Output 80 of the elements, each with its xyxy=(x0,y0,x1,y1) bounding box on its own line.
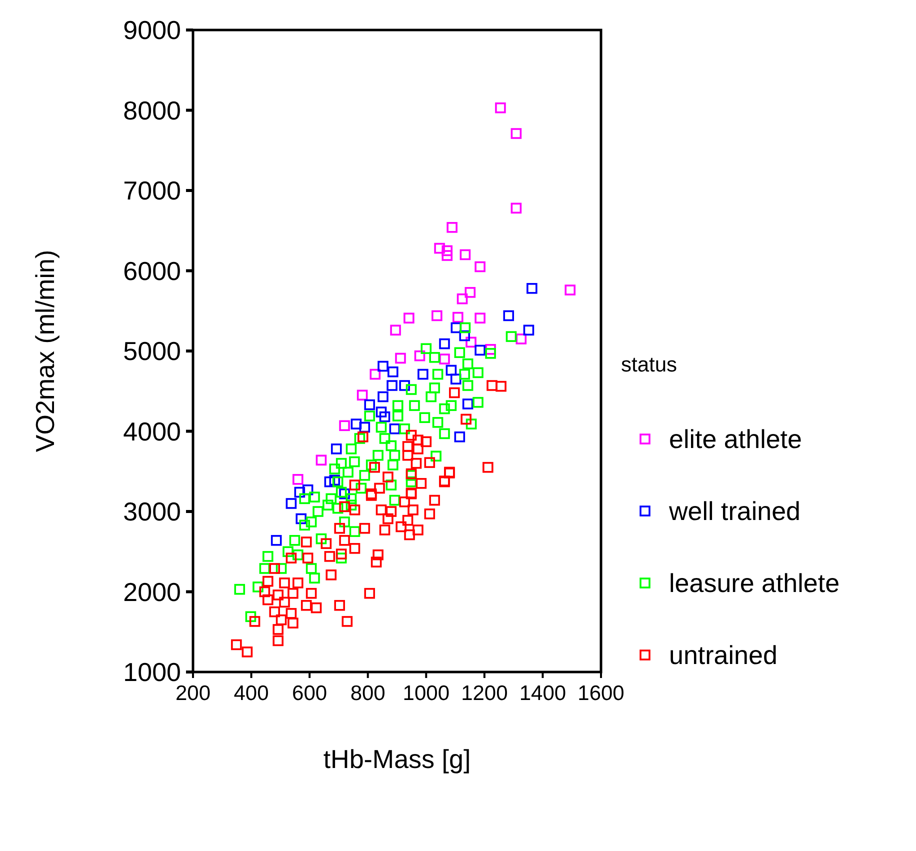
y-tick-label: 9000 xyxy=(123,15,181,45)
point xyxy=(379,411,390,422)
point xyxy=(510,128,522,139)
point xyxy=(356,390,368,401)
y-axis-title: VO2max (ml/min) xyxy=(30,250,60,452)
point xyxy=(439,338,450,350)
point xyxy=(442,250,453,261)
y-tick-label: 3000 xyxy=(123,496,181,526)
point xyxy=(474,344,486,356)
legend-label: elite athlete xyxy=(669,424,802,454)
x-tick-label: 200 xyxy=(175,682,211,705)
legend-title: status xyxy=(621,354,678,376)
y-tick-label: 8000 xyxy=(123,95,181,126)
point xyxy=(286,498,297,509)
legend-label: untrained xyxy=(669,640,778,670)
point xyxy=(464,287,476,298)
point xyxy=(516,334,527,344)
point xyxy=(378,391,388,402)
point xyxy=(418,368,428,380)
point xyxy=(292,474,304,485)
point xyxy=(270,534,282,546)
point xyxy=(376,406,387,418)
point xyxy=(446,364,457,376)
point xyxy=(503,310,514,322)
point xyxy=(442,245,453,256)
point xyxy=(466,336,476,348)
x-tick-label: 1200 xyxy=(461,682,508,705)
point xyxy=(564,284,576,296)
point xyxy=(350,418,362,430)
point xyxy=(526,283,538,294)
point xyxy=(339,420,350,432)
y-tick-label: 2000 xyxy=(123,576,181,607)
point xyxy=(474,261,486,272)
point xyxy=(414,350,426,362)
x-axis-title: tHb-Mass [g] xyxy=(323,744,471,774)
point xyxy=(439,354,450,364)
point xyxy=(404,312,414,324)
x-tick-label: 1600 xyxy=(578,682,624,705)
point xyxy=(399,380,410,391)
legend-label: leasure athlete xyxy=(669,568,840,598)
point xyxy=(523,324,534,336)
point xyxy=(389,423,400,434)
point xyxy=(390,324,401,336)
y-tick-label: 5000 xyxy=(123,336,181,366)
x-tick-label: 800 xyxy=(350,682,386,705)
point xyxy=(454,431,466,442)
point xyxy=(450,374,462,384)
point xyxy=(370,368,381,380)
y-tick-label: 4000 xyxy=(123,416,181,446)
point xyxy=(359,422,370,433)
point xyxy=(329,474,340,486)
point xyxy=(434,242,445,254)
x-tick-label: 1000 xyxy=(402,682,450,705)
point xyxy=(460,249,471,260)
point xyxy=(339,488,350,500)
point xyxy=(495,102,506,114)
x-tick-label: 1400 xyxy=(519,682,566,705)
point xyxy=(378,360,388,372)
point xyxy=(432,310,442,322)
point xyxy=(456,293,468,304)
x-tick-label: 400 xyxy=(234,682,269,705)
point xyxy=(462,398,474,410)
point xyxy=(386,380,398,391)
point xyxy=(446,222,458,233)
point xyxy=(316,454,327,466)
point xyxy=(452,312,464,323)
point xyxy=(324,476,336,488)
point xyxy=(330,444,342,454)
y-tick-label: 7000 xyxy=(123,176,181,206)
point xyxy=(474,312,486,324)
point xyxy=(510,202,522,214)
point xyxy=(296,513,307,524)
point xyxy=(459,330,470,342)
point xyxy=(364,399,376,410)
legend-label: well trained xyxy=(668,496,801,526)
x-tick-label: 600 xyxy=(292,682,328,705)
point xyxy=(294,486,306,498)
y-tick-label: 6000 xyxy=(123,256,181,286)
point xyxy=(388,366,398,378)
point xyxy=(395,352,406,364)
